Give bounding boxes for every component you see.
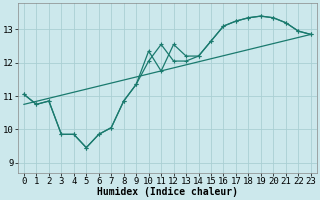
X-axis label: Humidex (Indice chaleur): Humidex (Indice chaleur): [97, 187, 238, 197]
